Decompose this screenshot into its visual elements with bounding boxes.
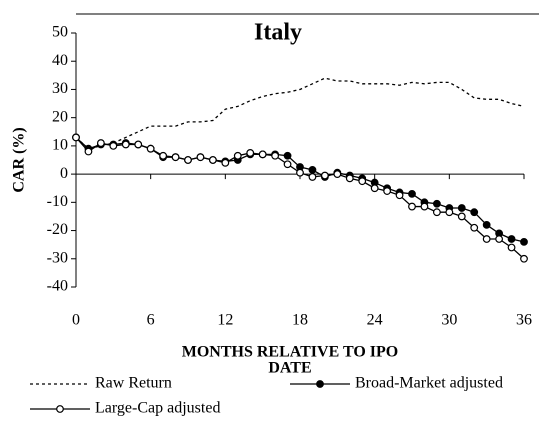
marker — [56, 405, 64, 413]
marker — [208, 156, 217, 164]
x-tick-label: 36 — [516, 312, 532, 329]
y-tick-label: 50 — [52, 24, 68, 41]
marker — [233, 151, 242, 160]
marker — [84, 147, 93, 156]
marker — [258, 150, 267, 159]
marker — [345, 174, 354, 183]
marker — [495, 235, 504, 243]
marker — [408, 202, 416, 211]
marker — [171, 153, 180, 162]
x-axis-label: MONTHS RELATIVE TO IPO — [182, 344, 399, 361]
marker — [408, 189, 416, 198]
marker — [432, 199, 441, 208]
marker — [308, 165, 317, 174]
x-tick-label: 24 — [367, 312, 383, 329]
y-tick-label: 20 — [52, 108, 68, 125]
marker — [246, 149, 255, 157]
marker — [383, 187, 392, 195]
marker — [482, 235, 491, 243]
marker — [333, 170, 342, 179]
marker — [159, 151, 168, 160]
marker — [520, 237, 528, 246]
marker — [445, 208, 454, 217]
marker — [308, 173, 317, 181]
marker — [470, 223, 479, 232]
legend-background — [0, 374, 539, 428]
marker — [184, 156, 192, 164]
marker — [358, 177, 367, 186]
marker — [457, 204, 466, 212]
marker — [507, 243, 516, 252]
marker — [432, 208, 441, 217]
x-tick-label: 30 — [441, 312, 457, 329]
marker — [296, 168, 304, 177]
y-tick-label: 40 — [52, 52, 68, 69]
y-tick-label: 10 — [52, 137, 68, 154]
series-line — [75, 136, 525, 243]
y-tick-label: -20 — [47, 221, 68, 238]
x-tick-label: 6 — [147, 312, 155, 329]
legend-label: Broad-Market adjusted — [355, 375, 503, 392]
y-axis-label: CAR (%) — [11, 127, 28, 192]
marker — [271, 151, 280, 160]
marker — [283, 160, 292, 169]
marker — [134, 140, 143, 149]
legend-label: Large-Cap adjusted — [95, 400, 220, 417]
series-line — [75, 77, 525, 150]
marker — [109, 141, 118, 150]
marker — [283, 151, 292, 160]
marker — [196, 153, 205, 162]
marker — [395, 191, 404, 200]
y-tick-label: 30 — [52, 80, 68, 97]
marker — [470, 208, 479, 217]
y-tick-label: -10 — [47, 193, 68, 210]
marker — [221, 158, 230, 167]
marker — [320, 171, 329, 180]
x-tick-label: 12 — [217, 312, 233, 329]
marker — [72, 133, 80, 142]
y-tick-label: -40 — [47, 278, 68, 295]
marker — [482, 221, 491, 229]
marker — [507, 235, 516, 243]
x-tick-label: 18 — [292, 312, 308, 329]
marker — [420, 202, 429, 211]
y-tick-label: -30 — [47, 249, 68, 266]
marker — [370, 184, 379, 193]
legend-label: Raw Return — [95, 375, 172, 392]
marker — [96, 139, 105, 147]
marker — [146, 144, 155, 153]
marker — [316, 380, 324, 388]
marker — [457, 212, 466, 221]
series-line — [75, 136, 525, 260]
chart-title: Italy — [254, 20, 302, 46]
x-tick-label: 0 — [72, 312, 80, 329]
marker — [520, 254, 528, 263]
x-axis-label: DATE — [268, 360, 311, 377]
y-tick-label: 0 — [60, 165, 68, 182]
marker — [121, 140, 130, 149]
